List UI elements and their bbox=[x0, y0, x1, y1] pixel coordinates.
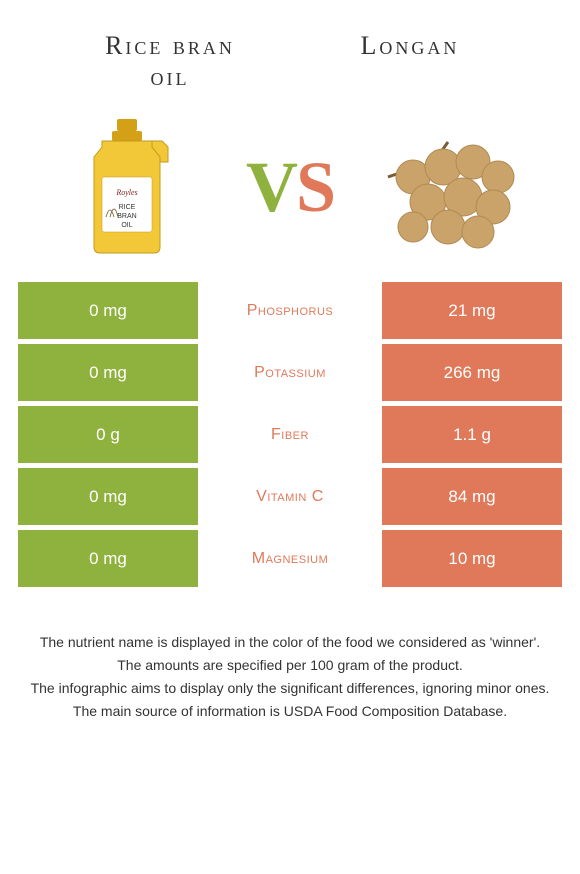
footer-line: The infographic aims to display only the… bbox=[20, 678, 560, 699]
table-row: 0 gFiber1.1 g bbox=[18, 406, 562, 463]
left-value: 0 mg bbox=[18, 468, 198, 525]
right-value: 10 mg bbox=[382, 530, 562, 587]
left-value: 0 mg bbox=[18, 282, 198, 339]
footer-line: The main source of information is USDA F… bbox=[20, 701, 560, 722]
table-row: 0 mgVitamin C84 mg bbox=[18, 468, 562, 525]
oil-bottle-icon: Royles RICE BRAN OIL bbox=[82, 117, 172, 257]
right-value: 84 mg bbox=[382, 468, 562, 525]
longan-icon bbox=[378, 122, 528, 252]
left-value: 0 mg bbox=[18, 530, 198, 587]
vs-v: V bbox=[246, 147, 296, 227]
nutrient-name: Potassium bbox=[198, 344, 382, 401]
svg-text:OIL: OIL bbox=[121, 222, 132, 229]
comparison-table: 0 mgPhosphorus21 mg0 mgPotassium266 mg0 … bbox=[0, 282, 580, 587]
right-value: 266 mg bbox=[382, 344, 562, 401]
table-row: 0 mgMagnesium10 mg bbox=[18, 530, 562, 587]
right-value: 21 mg bbox=[382, 282, 562, 339]
svg-text:BRAN: BRAN bbox=[117, 213, 136, 220]
right-food-image bbox=[378, 112, 528, 262]
svg-text:RICE: RICE bbox=[119, 204, 136, 211]
nutrient-name: Magnesium bbox=[198, 530, 382, 587]
footer-line: The nutrient name is displayed in the co… bbox=[20, 632, 560, 653]
footer-line: The amounts are specified per 100 gram o… bbox=[20, 655, 560, 676]
vs-s: S bbox=[296, 147, 334, 227]
svg-text:Royles: Royles bbox=[115, 188, 137, 197]
title-right: Longan bbox=[290, 30, 530, 92]
footer-notes: The nutrient name is displayed in the co… bbox=[0, 592, 580, 722]
left-value: 0 g bbox=[18, 406, 198, 463]
table-row: 0 mgPotassium266 mg bbox=[18, 344, 562, 401]
title-left: Rice bran oil bbox=[50, 30, 290, 92]
header: Rice bran oil Longan bbox=[0, 0, 580, 102]
nutrient-name: Fiber bbox=[198, 406, 382, 463]
nutrient-name: Phosphorus bbox=[198, 282, 382, 339]
images-row: Royles RICE BRAN OIL VS bbox=[0, 102, 580, 282]
left-food-image: Royles RICE BRAN OIL bbox=[52, 112, 202, 262]
left-value: 0 mg bbox=[18, 344, 198, 401]
vs-label: VS bbox=[246, 146, 334, 229]
table-row: 0 mgPhosphorus21 mg bbox=[18, 282, 562, 339]
nutrient-name: Vitamin C bbox=[198, 468, 382, 525]
right-value: 1.1 g bbox=[382, 406, 562, 463]
